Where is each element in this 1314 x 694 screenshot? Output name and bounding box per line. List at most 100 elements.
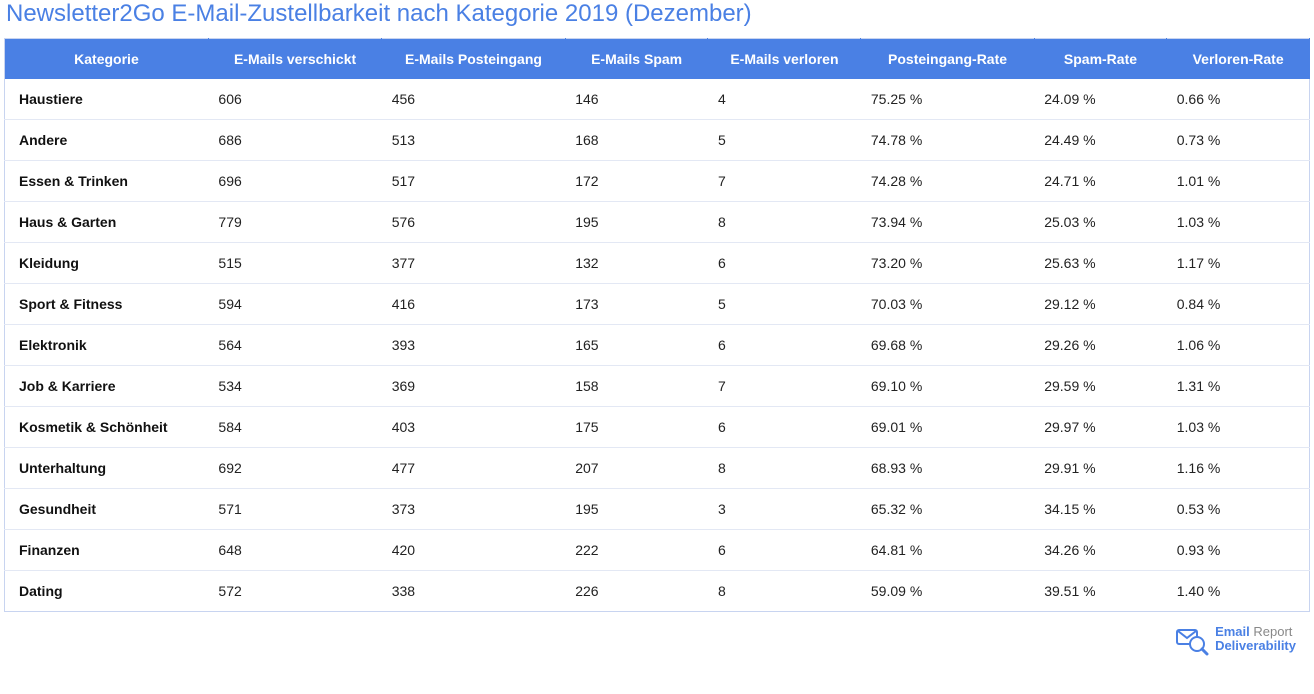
value-cell: 5: [708, 120, 861, 161]
value-cell: 175: [565, 407, 708, 448]
value-cell: 65.32 %: [861, 489, 1034, 530]
category-cell: Sport & Fitness: [5, 284, 209, 325]
value-cell: 3: [708, 489, 861, 530]
value-cell: 69.10 %: [861, 366, 1034, 407]
category-cell: Andere: [5, 120, 209, 161]
value-cell: 416: [382, 284, 566, 325]
value-cell: 572: [208, 571, 381, 612]
value-cell: 1.03 %: [1167, 407, 1310, 448]
table-row: Dating572338226859.09 %39.51 %1.40 %: [5, 571, 1310, 612]
value-cell: 173: [565, 284, 708, 325]
value-cell: 8: [708, 448, 861, 489]
value-cell: 34.26 %: [1034, 530, 1167, 571]
value-cell: 25.03 %: [1034, 202, 1167, 243]
category-cell: Kosmetik & Schönheit: [5, 407, 209, 448]
table-row: Kosmetik & Schönheit584403175669.01 %29.…: [5, 407, 1310, 448]
value-cell: 226: [565, 571, 708, 612]
category-cell: Haus & Garten: [5, 202, 209, 243]
value-cell: 686: [208, 120, 381, 161]
value-cell: 8: [708, 571, 861, 612]
value-cell: 594: [208, 284, 381, 325]
table-row: Job & Karriere534369158769.10 %29.59 %1.…: [5, 366, 1310, 407]
column-header: E-Mails Spam: [565, 39, 708, 80]
value-cell: 515: [208, 243, 381, 284]
category-cell: Kleidung: [5, 243, 209, 284]
value-cell: 6: [708, 325, 861, 366]
category-cell: Unterhaltung: [5, 448, 209, 489]
value-cell: 1.17 %: [1167, 243, 1310, 284]
value-cell: 195: [565, 202, 708, 243]
value-cell: 69.68 %: [861, 325, 1034, 366]
brand-logo: Email Report Deliverability: [1175, 622, 1296, 656]
value-cell: 420: [382, 530, 566, 571]
value-cell: 29.59 %: [1034, 366, 1167, 407]
category-cell: Job & Karriere: [5, 366, 209, 407]
value-cell: 0.66 %: [1167, 79, 1310, 120]
value-cell: 73.94 %: [861, 202, 1034, 243]
value-cell: 534: [208, 366, 381, 407]
category-cell: Dating: [5, 571, 209, 612]
value-cell: 29.12 %: [1034, 284, 1167, 325]
value-cell: 73.20 %: [861, 243, 1034, 284]
value-cell: 7: [708, 161, 861, 202]
value-cell: 456: [382, 79, 566, 120]
value-cell: 6: [708, 407, 861, 448]
value-cell: 393: [382, 325, 566, 366]
table-row: Andere686513168574.78 %24.49 %0.73 %: [5, 120, 1310, 161]
value-cell: 4: [708, 79, 861, 120]
category-cell: Haustiere: [5, 79, 209, 120]
category-cell: Essen & Trinken: [5, 161, 209, 202]
value-cell: 564: [208, 325, 381, 366]
value-cell: 6: [708, 530, 861, 571]
category-cell: Gesundheit: [5, 489, 209, 530]
value-cell: 477: [382, 448, 566, 489]
table-body: Haustiere606456146475.25 %24.09 %0.66 %A…: [5, 79, 1310, 612]
table-row: Essen & Trinken696517172774.28 %24.71 %1…: [5, 161, 1310, 202]
table-row: Haus & Garten779576195873.94 %25.03 %1.0…: [5, 202, 1310, 243]
value-cell: 68.93 %: [861, 448, 1034, 489]
value-cell: 0.84 %: [1167, 284, 1310, 325]
value-cell: 0.73 %: [1167, 120, 1310, 161]
value-cell: 146: [565, 79, 708, 120]
value-cell: 29.91 %: [1034, 448, 1167, 489]
value-cell: 1.03 %: [1167, 202, 1310, 243]
value-cell: 74.78 %: [861, 120, 1034, 161]
table-row: Unterhaltung692477207868.93 %29.91 %1.16…: [5, 448, 1310, 489]
value-cell: 25.63 %: [1034, 243, 1167, 284]
value-cell: 5: [708, 284, 861, 325]
table-row: Elektronik564393165669.68 %29.26 %1.06 %: [5, 325, 1310, 366]
page-title: Newsletter2Go E-Mail-Zustellbarkeit nach…: [0, 0, 1314, 38]
value-cell: 34.15 %: [1034, 489, 1167, 530]
footer: Email Report Deliverability: [0, 612, 1314, 656]
value-cell: 158: [565, 366, 708, 407]
value-cell: 1.31 %: [1167, 366, 1310, 407]
value-cell: 696: [208, 161, 381, 202]
value-cell: 29.97 %: [1034, 407, 1167, 448]
column-header: Verloren-Rate: [1167, 39, 1310, 80]
table-row: Kleidung515377132673.20 %25.63 %1.17 %: [5, 243, 1310, 284]
value-cell: 1.06 %: [1167, 325, 1310, 366]
value-cell: 69.01 %: [861, 407, 1034, 448]
value-cell: 168: [565, 120, 708, 161]
value-cell: 338: [382, 571, 566, 612]
value-cell: 24.09 %: [1034, 79, 1167, 120]
value-cell: 779: [208, 202, 381, 243]
value-cell: 75.25 %: [861, 79, 1034, 120]
value-cell: 0.93 %: [1167, 530, 1310, 571]
value-cell: 207: [565, 448, 708, 489]
value-cell: 606: [208, 79, 381, 120]
value-cell: 132: [565, 243, 708, 284]
value-cell: 513: [382, 120, 566, 161]
table-row: Haustiere606456146475.25 %24.09 %0.66 %: [5, 79, 1310, 120]
category-cell: Finanzen: [5, 530, 209, 571]
value-cell: 74.28 %: [861, 161, 1034, 202]
magnifier-envelope-icon: [1175, 622, 1209, 656]
value-cell: 7: [708, 366, 861, 407]
value-cell: 648: [208, 530, 381, 571]
value-cell: 64.81 %: [861, 530, 1034, 571]
value-cell: 571: [208, 489, 381, 530]
value-cell: 692: [208, 448, 381, 489]
value-cell: 377: [382, 243, 566, 284]
deliverability-table: KategorieE-Mails verschicktE-Mails Poste…: [4, 38, 1310, 612]
value-cell: 8: [708, 202, 861, 243]
